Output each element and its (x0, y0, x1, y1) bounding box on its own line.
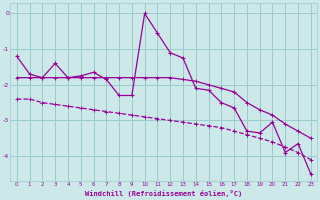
X-axis label: Windchill (Refroidissement éolien,°C): Windchill (Refroidissement éolien,°C) (85, 190, 243, 197)
